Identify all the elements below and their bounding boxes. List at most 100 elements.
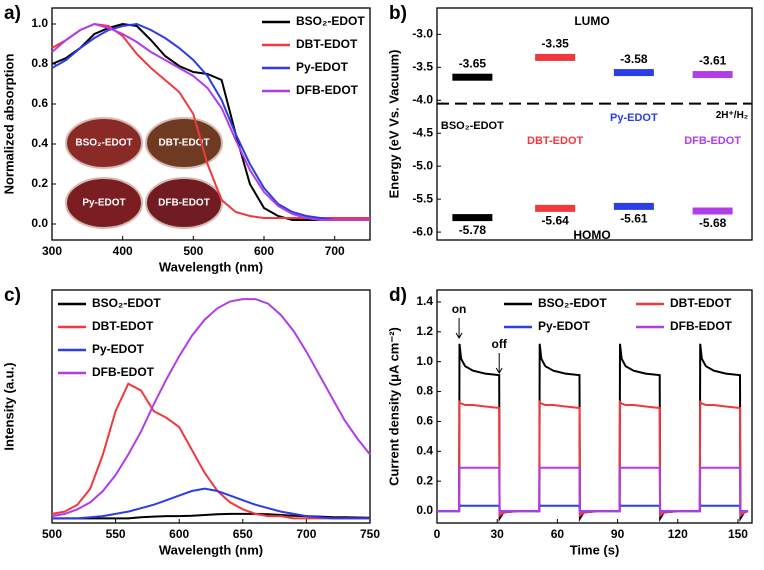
y-tick-label: -6.0 [412, 224, 433, 238]
category-label: Py-EDOT [610, 112, 658, 124]
x-tick-label: 400 [113, 244, 133, 258]
photo [65, 177, 143, 229]
plot-frame [51, 7, 371, 241]
legend-label: DFB-EDOT [92, 365, 155, 379]
category-label: DBT-EDOT [527, 135, 584, 147]
legend-label: BSO₂-EDOT [538, 296, 607, 310]
series-line [51, 22, 370, 221]
plot-frame [436, 289, 753, 524]
category-label: BSO₂-EDOT [441, 120, 504, 132]
x-tick-label: 700 [296, 527, 316, 541]
y-tick-label: 1.0 [31, 16, 48, 30]
panel-label: d) [389, 285, 407, 306]
series-line [51, 382, 370, 520]
y-tick-label: -4.0 [412, 92, 433, 106]
series-line [51, 22, 370, 221]
energy-level [535, 53, 576, 61]
energy-level [535, 204, 576, 212]
annotation-arrow [455, 318, 463, 339]
legend-label: Py-EDOT [92, 342, 145, 356]
y-tick-label: -4.5 [412, 125, 433, 139]
annotation: on [452, 302, 467, 316]
panel-label: b) [389, 3, 407, 24]
legend-label: DBT-EDOT [92, 319, 154, 333]
x-tick-label: 120 [668, 527, 688, 541]
photo-label: DFB-EDOT [158, 198, 210, 209]
x-tick-label: 650 [233, 527, 253, 541]
legend-label: BSO₂-EDOT [92, 296, 161, 310]
x-tick-label: 550 [106, 527, 126, 541]
y-tick-label: 0.8 [416, 384, 433, 398]
x-tick-label: 0 [434, 527, 441, 541]
y-tick-label: 0.8 [31, 56, 48, 70]
series-line [51, 22, 370, 221]
x-axis-label: Wavelength (nm) [159, 542, 263, 557]
energy-level [613, 202, 654, 210]
x-tick-label: 90 [611, 527, 625, 541]
y-axis-label: Current density (μA cm⁻²) [386, 327, 401, 486]
level-label: -5.78 [459, 223, 487, 237]
y-tick-label: -5.5 [412, 191, 433, 205]
legend-label: Py-EDOT [296, 60, 349, 74]
category-label: DFB-EDOT [684, 135, 741, 147]
y-tick-label: 0.6 [31, 96, 48, 110]
y-tick-label: 1.4 [416, 294, 433, 308]
series-line [437, 343, 749, 523]
y-tick-label: 0.4 [416, 443, 433, 457]
level-label: -5.64 [541, 214, 569, 228]
y-tick-label: -5.0 [412, 158, 433, 172]
x-axis-label: Time (s) [570, 542, 620, 557]
legend-label: DBT-EDOT [296, 37, 358, 51]
x-tick-label: 500 [183, 244, 203, 258]
y-tick-label: 0.2 [416, 473, 433, 487]
photo [145, 177, 223, 229]
panel-label: a) [4, 3, 21, 24]
annotation: off [492, 337, 508, 351]
y-tick-label: 0.4 [31, 136, 48, 150]
level-label: -3.61 [699, 54, 727, 68]
x-tick-label: 700 [325, 244, 345, 258]
y-axis-label: Normalized absorption [1, 54, 16, 195]
x-tick-label: 500 [42, 527, 62, 541]
annotation: 2H⁺/H₂ [716, 110, 749, 121]
level-label: -3.65 [459, 56, 487, 70]
y-tick-label: 0.2 [31, 176, 48, 190]
y-tick-label: -3.0 [412, 27, 433, 41]
x-tick-label: 600 [169, 527, 189, 541]
level-label: -5.68 [699, 216, 727, 230]
level-label: -3.35 [541, 37, 569, 51]
legend-label: DBT-EDOT [670, 296, 732, 310]
x-tick-label: 60 [551, 527, 565, 541]
plot-frame [436, 7, 753, 241]
legend-label: Py-EDOT [538, 319, 591, 333]
y-tick-label: 1.2 [416, 324, 433, 338]
y-tick-label: 0.0 [31, 216, 48, 230]
x-tick-label: 300 [42, 244, 62, 258]
photo [65, 117, 143, 169]
legend-label: DFB-EDOT [296, 83, 359, 97]
legend-label: DFB-EDOT [670, 319, 733, 333]
photo-label: DBT-EDOT [158, 138, 209, 149]
plot-frame [51, 289, 371, 524]
series-line [437, 399, 749, 518]
x-tick-label: 30 [491, 527, 505, 541]
photo-label: Py-EDOT [82, 198, 125, 209]
y-tick-label: 0.0 [416, 503, 433, 517]
series-line [51, 298, 371, 518]
energy-level [452, 214, 493, 222]
annotation: LUMO [574, 14, 609, 28]
photo-label: BSO₂-EDOT [75, 138, 132, 149]
y-tick-label: -3.5 [412, 59, 433, 73]
energy-level [613, 69, 654, 77]
x-tick-label: 750 [360, 527, 380, 541]
legend-label: BSO₂-EDOT [296, 14, 365, 28]
y-axis-label: Energy (eV Vs. Vacuum) [386, 50, 401, 199]
energy-level [452, 73, 493, 81]
energy-level [692, 71, 733, 79]
y-tick-label: 1.0 [416, 354, 433, 368]
series-line [52, 487, 370, 520]
x-axis-label: Wavelength (nm) [159, 259, 263, 274]
photo [145, 117, 223, 169]
annotation: HOMO [573, 228, 610, 242]
